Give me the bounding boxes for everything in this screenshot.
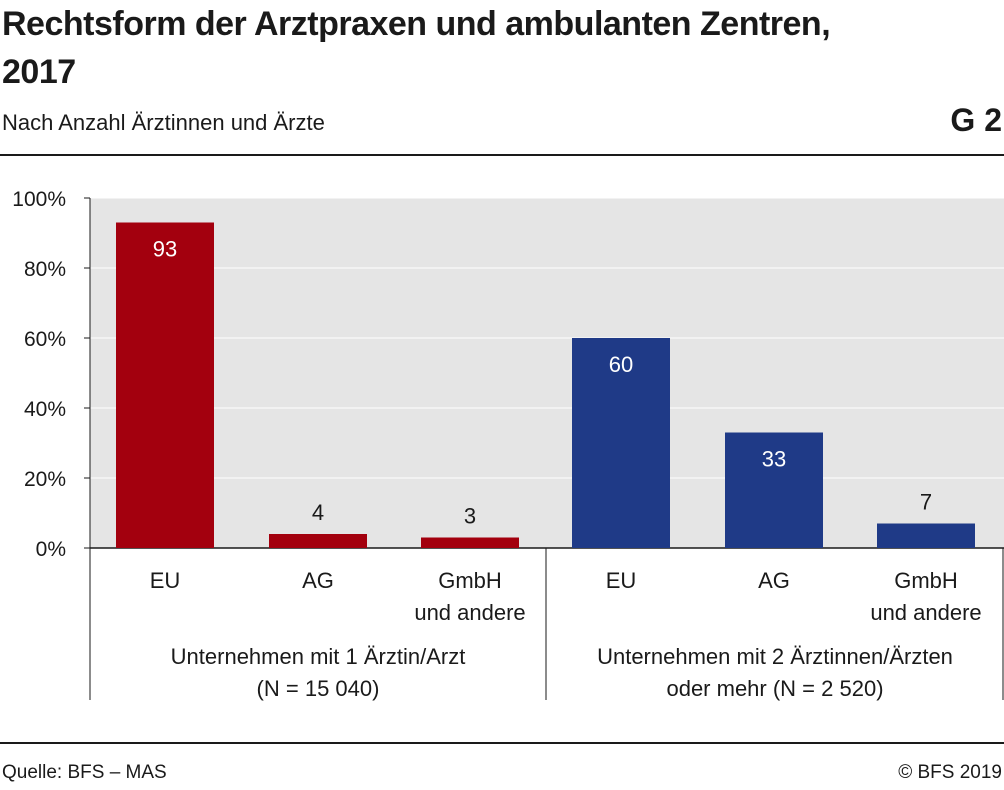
category-label: EU bbox=[606, 568, 637, 593]
copyright-note: © BFS 2019 bbox=[898, 762, 1002, 783]
figure-number: G 2 bbox=[950, 102, 1002, 138]
category-label: GmbH bbox=[438, 568, 502, 593]
y-tick-label: 100% bbox=[12, 188, 66, 211]
bar-1-2 bbox=[269, 534, 367, 548]
plot-background bbox=[90, 198, 1004, 548]
source-note: Quelle: BFS – MAS bbox=[2, 762, 167, 783]
group-label: (N = 15 040) bbox=[257, 676, 380, 701]
y-tick-label: 60% bbox=[24, 328, 66, 351]
group-label: oder mehr (N = 2 520) bbox=[666, 676, 883, 701]
category-label: GmbH bbox=[894, 568, 958, 593]
chart-subtitle: Nach Anzahl Ärztinnen und Ärzte bbox=[2, 110, 325, 135]
category-label: AG bbox=[302, 568, 334, 593]
y-tick-label: 40% bbox=[24, 398, 66, 421]
bar-2-3 bbox=[877, 523, 975, 548]
category-label: und andere bbox=[414, 600, 525, 625]
chart-title: Rechtsform der Arztpraxen und ambulanten… bbox=[2, 5, 831, 91]
category-label: EU bbox=[150, 568, 181, 593]
y-tick-label: 80% bbox=[24, 258, 66, 281]
data-label: 33 bbox=[762, 447, 786, 472]
data-label: 93 bbox=[153, 237, 177, 262]
footer-divider bbox=[0, 742, 1004, 744]
category-label: AG bbox=[758, 568, 790, 593]
data-label: 7 bbox=[920, 490, 932, 515]
header-divider bbox=[0, 154, 1004, 156]
bar-2-1 bbox=[572, 338, 670, 548]
bar-1-3 bbox=[421, 537, 519, 548]
group-label: Unternehmen mit 1 Ärztin/Arzt bbox=[171, 644, 466, 669]
group-label: Unternehmen mit 2 Ärztinnen/Ärzten bbox=[597, 644, 953, 669]
category-label: und andere bbox=[870, 600, 981, 625]
bar-2-2 bbox=[725, 432, 823, 548]
data-label: 60 bbox=[609, 352, 633, 377]
y-tick-label: 20% bbox=[24, 468, 66, 491]
bar-1-1 bbox=[116, 222, 214, 548]
data-label: 4 bbox=[312, 500, 324, 525]
data-label: 3 bbox=[464, 504, 476, 529]
y-tick-label: 0% bbox=[36, 538, 66, 561]
